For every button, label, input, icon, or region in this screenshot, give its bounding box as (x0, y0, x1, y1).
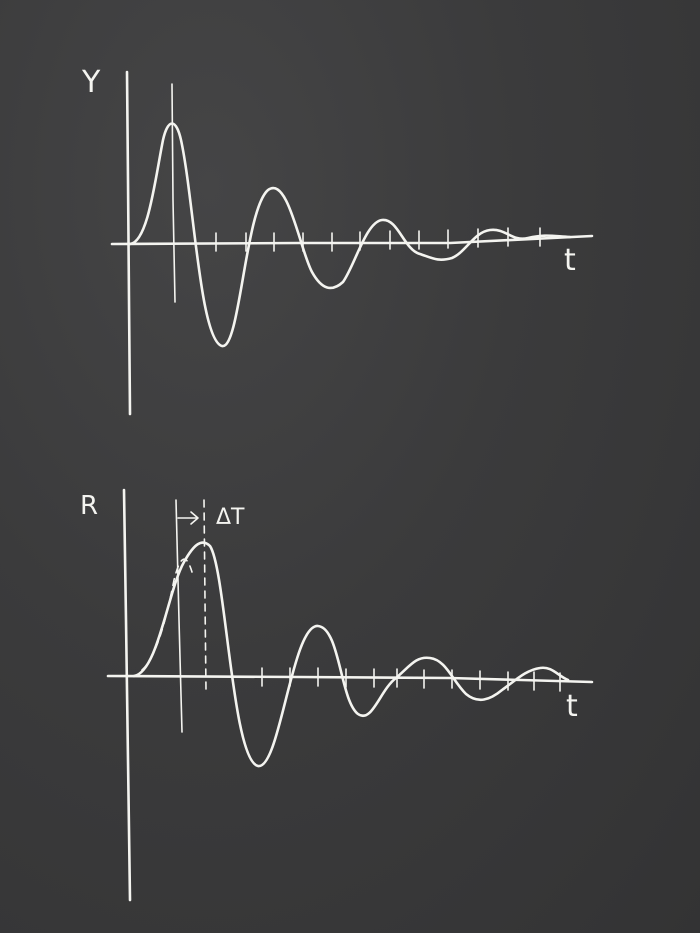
top-y-axis-label: Y (81, 65, 101, 100)
top-response-curve (128, 122, 572, 348)
top-x-axis-label: t (564, 243, 576, 278)
top-peak-marker-line (171, 83, 176, 303)
top-y-axis (125, 70, 132, 416)
bottom-reference-line (175, 499, 183, 733)
bottom-delayed-peak-line (203, 499, 207, 691)
bottom-x-axis (106, 674, 594, 684)
bottom-x-ticks (261, 667, 561, 692)
bottom-y-axis (122, 488, 132, 902)
bottom-plot: R t ΔT (80, 488, 594, 902)
top-plot: Y t (81, 65, 594, 416)
bottom-x-axis-label: t (566, 689, 578, 724)
bottom-y-axis-label: R (80, 491, 98, 521)
top-x-ticks (215, 227, 541, 252)
top-x-axis (110, 234, 594, 246)
bottom-response-curve (132, 541, 570, 768)
delay-label: ΔT (216, 505, 245, 530)
delay-arrow (177, 511, 199, 525)
